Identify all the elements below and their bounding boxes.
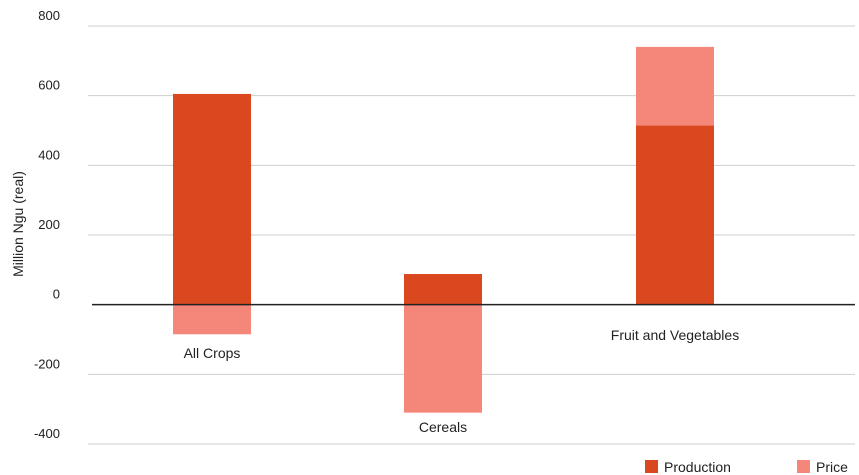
bars xyxy=(173,46,714,413)
category-label: All Crops xyxy=(184,345,241,361)
category-label: Cereals xyxy=(419,419,467,435)
bar-production-fruit-and-vegetables xyxy=(636,125,714,305)
category-label: Fruit and Vegetables xyxy=(611,327,739,343)
y-axis-label: Million Ngu (real) xyxy=(10,171,26,277)
y-tick-label: 800 xyxy=(38,8,60,23)
bar-price-fruit-and-vegetables xyxy=(636,46,714,126)
y-tick-label: 200 xyxy=(38,217,60,232)
bar-price-all-crops xyxy=(173,304,251,335)
bar-price-cereals xyxy=(404,304,482,413)
bar-production-cereals xyxy=(404,274,482,305)
y-tick-label: 600 xyxy=(38,78,60,93)
y-tick-label: -400 xyxy=(34,426,60,441)
y-tick-label: 0 xyxy=(53,287,60,302)
legend-swatch-price xyxy=(797,460,810,473)
y-tick-labels: 800 600 400 200 0 -200 -400 xyxy=(34,8,60,441)
legend-label-price: Price xyxy=(816,459,848,475)
bar-production-all-crops xyxy=(173,93,251,305)
legend-label-production: Production xyxy=(664,459,731,475)
y-tick-label: -200 xyxy=(34,356,60,371)
legend: Production Price xyxy=(645,459,848,475)
y-tick-label: 400 xyxy=(38,147,60,162)
category-labels: All Crops Cereals Fruit and Vegetables xyxy=(184,327,740,435)
legend-swatch-production xyxy=(645,460,658,473)
